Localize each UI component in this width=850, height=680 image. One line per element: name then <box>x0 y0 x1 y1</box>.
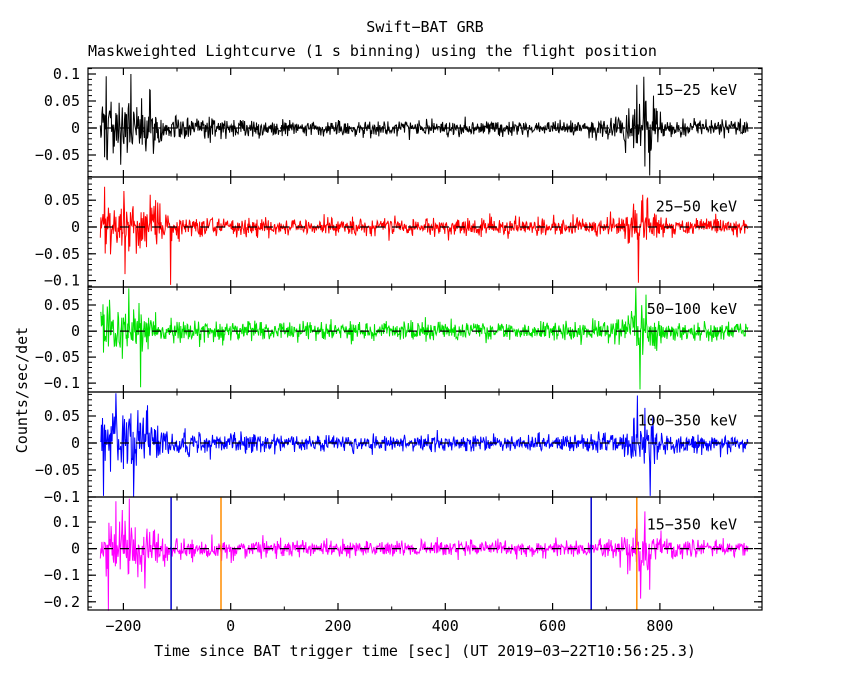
y-tick-label: 0 <box>71 322 80 340</box>
panel-15-25-kev: 15−25 keV 0.1 0.05 0 −0.05 <box>35 65 763 178</box>
band-label: 50−100 keV <box>647 300 737 318</box>
figure-title: Swift−BAT GRB <box>366 18 484 36</box>
series-path <box>100 287 749 390</box>
y-tick-label: 0.05 <box>44 407 80 425</box>
band-label: 15−350 keV <box>647 516 737 534</box>
y-tick-label: 0.05 <box>44 191 80 209</box>
y-tick-label: −0.1 <box>44 566 80 584</box>
panel-100-350-kev: 100−350 keV 0.05 0 −0.05 −0.1 <box>35 391 763 506</box>
series-path <box>99 186 749 285</box>
x-tick-label: −200 <box>105 617 141 635</box>
x-tick-label: 200 <box>324 617 351 635</box>
y-tick-label: −0.1 <box>44 488 80 506</box>
y-tick-label: 0.1 <box>53 513 80 531</box>
y-tick-label: −0.05 <box>35 461 80 479</box>
y-tick-label: 0.05 <box>44 92 80 110</box>
panel-ticks <box>88 177 762 287</box>
y-tick-label: 0 <box>71 434 80 452</box>
panel-border <box>87 176 763 288</box>
band-label: 25−50 keV <box>656 198 737 216</box>
y-tick-label: −0.05 <box>35 146 80 164</box>
series-path <box>99 498 749 611</box>
x-tick-label: 800 <box>646 617 673 635</box>
y-tick-label: −0.1 <box>44 272 80 290</box>
y-tick-label: 0 <box>71 218 80 236</box>
y-tick-label: 0 <box>71 540 80 558</box>
panel-ticks <box>88 497 762 610</box>
band-label: 100−350 keV <box>638 411 737 429</box>
x-tick-label: 400 <box>432 617 459 635</box>
panel-ticks <box>88 287 762 392</box>
y-tick-label: 0.1 <box>53 65 80 83</box>
x-tick-label: 0 <box>226 617 235 635</box>
x-axis-label: Time since BAT trigger time [sec] (UT 20… <box>154 642 696 660</box>
y-tick-label: −0.2 <box>44 593 80 611</box>
panel-15-350-kev: 15−350 keV 0.1 0 −0.1 −0.2 <box>44 496 763 611</box>
y-tick-label: −0.1 <box>44 374 80 392</box>
series-path <box>99 73 749 176</box>
x-tick-label: 600 <box>539 617 566 635</box>
panel-25-50-kev: 25−50 keV 0.05 0 −0.05 −0.1 <box>35 176 763 290</box>
panel-50-100-kev: 50−100 keV 0.05 0 −0.05 −0.1 <box>35 286 763 393</box>
y-tick-label: 0 <box>71 119 80 137</box>
figure-subtitle: Maskweighted Lightcurve (1 s binning) us… <box>88 42 657 60</box>
series-path <box>100 393 749 497</box>
y-tick-label: 0.05 <box>44 296 80 314</box>
band-label: 15−25 keV <box>656 81 737 99</box>
y-tick-label: −0.05 <box>35 245 80 263</box>
y-tick-label: −0.05 <box>35 348 80 366</box>
